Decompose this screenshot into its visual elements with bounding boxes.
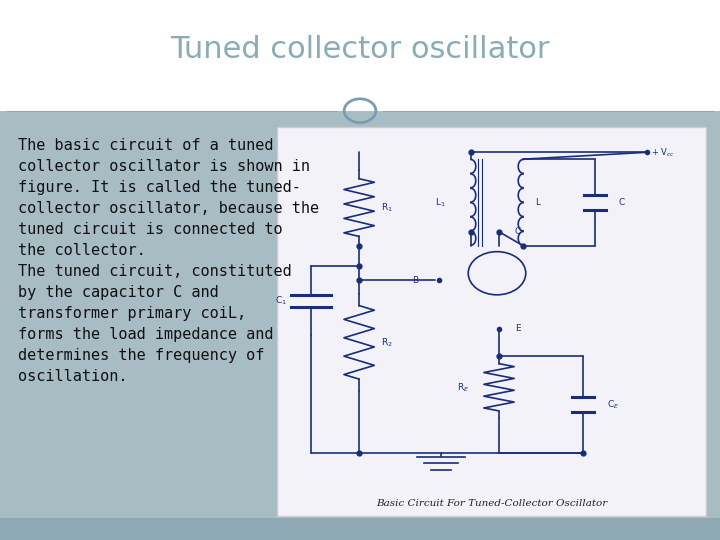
Text: C$_1$: C$_1$ — [275, 295, 287, 307]
Bar — [277, 127, 706, 516]
Text: L$_1$: L$_1$ — [435, 196, 446, 208]
Bar — [0, 518, 720, 540]
Text: C: C — [515, 227, 521, 237]
Text: The basic circuit of a tuned
collector oscillator is shown in
figure. It is call: The basic circuit of a tuned collector o… — [18, 138, 319, 384]
Text: R$_1$: R$_1$ — [381, 201, 393, 214]
Bar — [0, 111, 720, 518]
Bar — [0, 0, 720, 111]
Text: Basic Circuit For Tuned-Collector Oscillator: Basic Circuit For Tuned-Collector Oscill… — [376, 498, 607, 508]
Text: + V$_{cc}$: + V$_{cc}$ — [651, 146, 675, 159]
Text: R$_E$: R$_E$ — [457, 381, 469, 394]
Text: Tuned collector oscillator: Tuned collector oscillator — [170, 36, 550, 64]
Text: C$_E$: C$_E$ — [607, 399, 619, 411]
Text: B: B — [412, 275, 418, 285]
Text: L: L — [535, 198, 540, 207]
Text: R$_2$: R$_2$ — [381, 336, 393, 349]
Text: E: E — [515, 324, 521, 333]
Text: C: C — [619, 198, 625, 207]
